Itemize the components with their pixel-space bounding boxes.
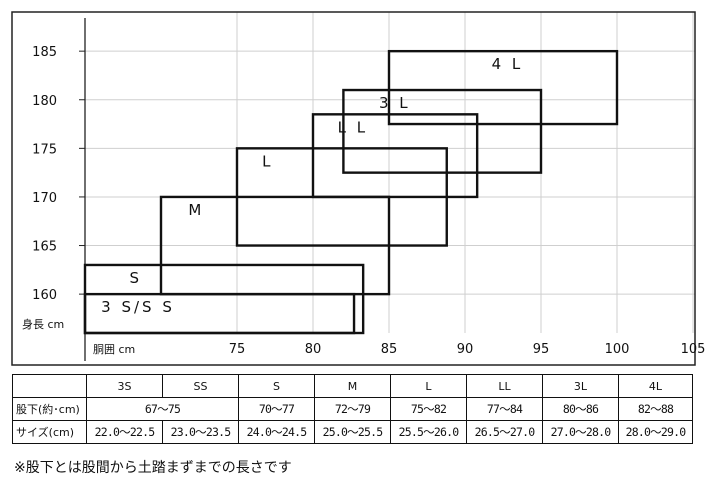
table-row: サイズ(cm) 22.0〜22.5 23.0〜23.5 24.0〜24.5 25.0〜2… (12, 420, 693, 444)
x-tick-label: 75 (229, 342, 246, 357)
table-cell: 75〜82 (390, 397, 467, 421)
size-region-label: L L (338, 118, 368, 136)
size-region-label: 4 L (492, 55, 524, 73)
table-header-row: 3S SS S M L LL 3L 4L (12, 374, 693, 398)
y-tick-label: 185 (32, 45, 57, 60)
table-cell: 77〜84 (466, 397, 543, 421)
y-tick-label: 165 (32, 240, 57, 255)
table-cell: 22.0〜22.5 (86, 420, 163, 444)
table-cell: 23.0〜23.5 (162, 420, 239, 444)
size-region-label: 3 L (379, 94, 411, 112)
table-row-label: 股下(約･cm) (12, 397, 87, 421)
y-tick-label: 160 (32, 288, 57, 303)
table-cell: 70〜77 (238, 397, 315, 421)
table-header-cell: M (314, 374, 391, 398)
table-cell: 25.0〜25.5 (314, 420, 391, 444)
x-tick-label: 80 (305, 342, 322, 357)
table-row: 股下(約･cm) 67〜75 70〜77 72〜79 75〜82 77〜84 80〜86 82… (12, 397, 693, 421)
size-region-3l (342, 88, 543, 174)
table-row-label: サイズ(cm) (12, 420, 87, 444)
table-cell: 26.5〜27.0 (466, 420, 543, 444)
table-cell: 24.0〜24.5 (238, 420, 315, 444)
table-header-cell: LL (466, 374, 543, 398)
table-cell: 72〜79 (314, 397, 391, 421)
table-header-cell: 3L (542, 374, 619, 398)
table-cell: 25.5〜26.0 (390, 420, 467, 444)
table-header-cell: S (238, 374, 315, 398)
table-header-cell: 3S (86, 374, 163, 398)
table-header-cell: SS (162, 374, 239, 398)
size-region-ll (311, 113, 479, 199)
table-header-cell: 4L (618, 374, 693, 398)
size-chart: 160 165 170 175 180 185 身長 cm 75 80 85 90 95 100 105 胴… (11, 11, 706, 366)
table-cell: 27.0〜28.0 (542, 420, 619, 444)
x-tick-label: 90 (457, 342, 474, 357)
table-cell: 82〜88 (618, 397, 693, 421)
size-region-label: M (188, 201, 204, 219)
footnote: ※股下とは股間から土踏まずまでの長さです (14, 460, 292, 476)
table-cell: 80〜86 (542, 397, 619, 421)
size-region-label: 3 S/S S (101, 298, 175, 316)
table-cell: 67〜75 (86, 397, 239, 421)
y-axis-label: 身長 cm (22, 317, 64, 331)
x-tick-label: 105 (681, 342, 706, 357)
chart-frame (11, 11, 696, 366)
size-table: 3S SS S M L LL 3L 4L 股下(約･cm) 67〜75 70〜77 72〜79 75〜8… (12, 374, 693, 444)
table-cell: 28.0〜29.0 (618, 420, 693, 444)
size-chart-svg: 160 165 170 175 180 185 身長 cm 75 80 85 90 95 100 105 胴… (11, 11, 706, 366)
x-tick-label: 100 (605, 342, 630, 357)
table-corner-cell (12, 374, 87, 398)
size-region-4l (387, 49, 619, 126)
size-region-3s-ss (83, 292, 356, 335)
size-region-label: L (262, 152, 273, 170)
x-tick-label: 95 (533, 342, 550, 357)
y-tick-label: 180 (32, 94, 57, 109)
table-header-cell: L (390, 374, 467, 398)
x-tick-label: 85 (381, 342, 398, 357)
y-tick-label: 170 (32, 191, 57, 206)
x-axis-label: 胴囲 cm (93, 343, 135, 356)
y-tick-label: 175 (32, 142, 57, 157)
size-region-label: S (130, 269, 143, 287)
